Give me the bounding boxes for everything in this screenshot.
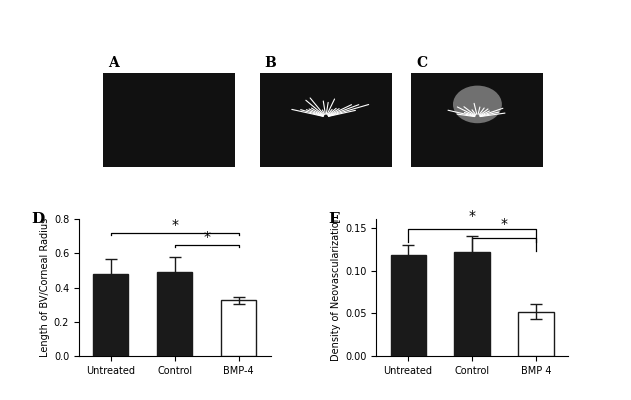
Text: *: * — [203, 230, 210, 244]
Text: *: * — [468, 209, 476, 223]
Bar — [391, 255, 426, 356]
Y-axis label: Length of BV/Corneal Radius: Length of BV/Corneal Radius — [40, 218, 50, 357]
Text: D: D — [31, 212, 44, 226]
Text: C: C — [416, 56, 427, 70]
Bar — [93, 274, 129, 356]
Text: *: * — [171, 218, 179, 232]
Bar — [411, 73, 543, 167]
Bar — [454, 252, 490, 356]
Ellipse shape — [453, 86, 502, 123]
Bar — [518, 312, 553, 356]
Bar — [260, 73, 392, 167]
Text: *: * — [500, 217, 507, 231]
Text: A: A — [109, 56, 119, 70]
Y-axis label: Density of Neovascularization: Density of Neovascularization — [331, 215, 341, 360]
Text: B: B — [265, 56, 276, 70]
Text: E: E — [328, 212, 340, 226]
Bar — [157, 272, 192, 356]
Bar — [221, 300, 256, 356]
Bar — [103, 73, 235, 167]
